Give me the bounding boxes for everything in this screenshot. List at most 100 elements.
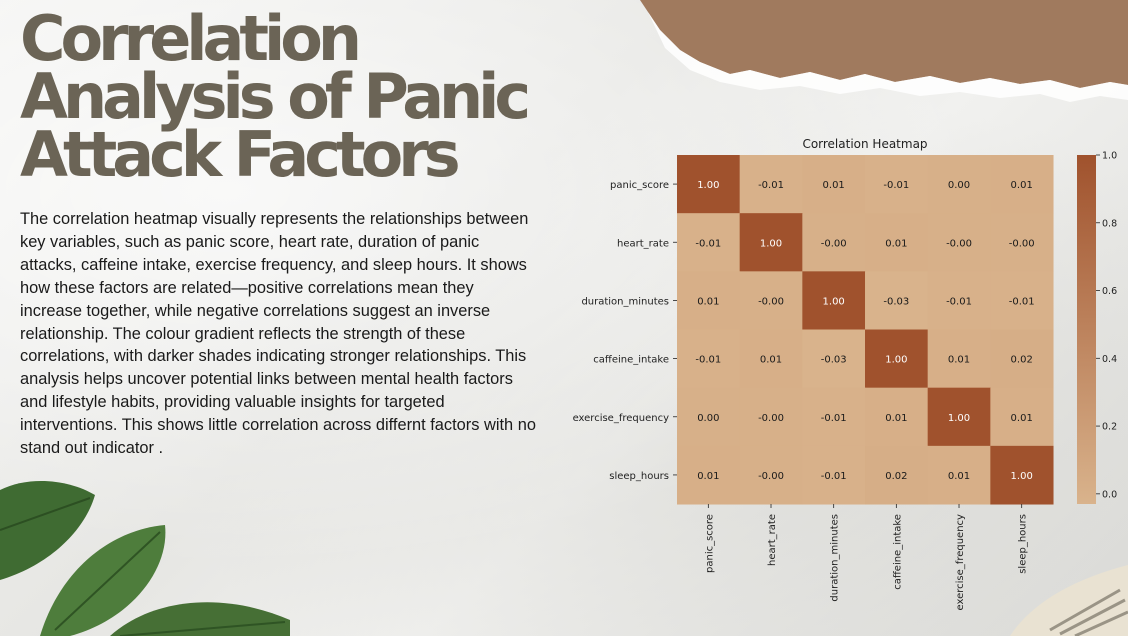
cell-value-label: 0.02 — [885, 471, 907, 482]
colorbar-tick-label: 1.0 — [1102, 151, 1117, 162]
column-label: exercise_frequency — [955, 514, 966, 611]
heatmap-cell — [865, 155, 929, 214]
column-label: panic_score — [704, 514, 715, 573]
cell-value-label: -0.01 — [821, 471, 847, 482]
cell-value-label: 1.00 — [948, 413, 970, 424]
cell-value-label: -0.01 — [695, 355, 721, 366]
row-label: duration_minutes — [581, 296, 669, 307]
heatmap-cell — [990, 445, 1054, 505]
heatmap-cell — [802, 213, 866, 272]
column-label: caffeine_intake — [892, 514, 903, 590]
heatmap-cell — [927, 387, 991, 447]
heatmap-cell — [739, 213, 803, 272]
heatmap-cell — [865, 387, 929, 447]
cell-value-label: 0.01 — [697, 296, 719, 307]
colorbar-tick-label: 0.6 — [1102, 286, 1117, 297]
heatmap-cell — [739, 155, 803, 214]
cell-value-label: -0.01 — [1009, 296, 1035, 307]
decorative-leaves — [0, 480, 290, 636]
cell-value-label: 0.01 — [885, 238, 907, 249]
heatmap-cell — [990, 271, 1054, 331]
heatmap-cell — [802, 445, 866, 505]
heatmap-cell — [677, 271, 741, 331]
torn-brown-paper — [640, 0, 1128, 102]
cell-value-label: -0.00 — [758, 296, 784, 307]
row-label: exercise_frequency — [573, 413, 670, 424]
cell-value-label: -0.01 — [946, 296, 972, 307]
heatmap-cell — [739, 387, 803, 447]
newspaper-scrap — [1010, 565, 1128, 636]
column-label: heart_rate — [767, 514, 778, 566]
cell-value-label: -0.01 — [695, 238, 721, 249]
cell-value-label: -0.03 — [883, 296, 909, 307]
heatmap-cell — [865, 271, 929, 331]
heatmap-cell — [927, 445, 991, 505]
slide-title: Correlation Analysis of Panic Attack Fac… — [20, 2, 531, 191]
cell-value-label: 0.01 — [697, 471, 719, 482]
cell-value-label: 0.01 — [885, 413, 907, 424]
slide-body-text: The correlation heatmap visually represe… — [20, 210, 536, 458]
heatmap-cell — [990, 213, 1054, 272]
heatmap-cell — [927, 155, 991, 214]
row-label: caffeine_intake — [593, 355, 669, 366]
cell-value-label: 0.01 — [948, 471, 970, 482]
column-label: sleep_hours — [1018, 514, 1029, 574]
heatmap-cell — [677, 387, 741, 447]
heatmap-cell — [802, 387, 866, 447]
cell-value-label: -0.00 — [758, 471, 784, 482]
cell-value-label: 1.00 — [697, 180, 719, 191]
column-label: duration_minutes — [830, 514, 841, 602]
cell-value-label: -0.00 — [946, 238, 972, 249]
cell-value-label: 0.00 — [697, 413, 719, 424]
cell-value-label: -0.03 — [821, 355, 847, 366]
heatmap-cell — [802, 329, 866, 389]
row-label: sleep_hours — [609, 471, 669, 482]
colorbar: 0.0 0.2 0.4 0.6 0.8 1.0 — [1077, 151, 1117, 504]
colorbar-tick-label: 0.8 — [1102, 218, 1117, 229]
cell-value-label: 0.02 — [1011, 355, 1033, 366]
row-label: panic_score — [610, 180, 669, 191]
colorbar-tick-label: 0.4 — [1102, 354, 1117, 365]
heatmap-cell — [677, 213, 741, 272]
heatmap-cell — [865, 213, 929, 272]
heatmap-cell — [802, 155, 866, 214]
heatmap-cell — [990, 155, 1054, 214]
colorbar-gradient — [1077, 155, 1096, 504]
heatmap-cell — [677, 329, 741, 389]
cell-value-label: 1.00 — [760, 238, 782, 249]
cell-value-label: 0.01 — [1011, 180, 1033, 191]
heatmap-cells: 1.00 -0.01 0.01 -0.01 0.00 0.01 -0.01 1.00 -0.00… — [677, 155, 1054, 505]
cell-value-label: 0.01 — [760, 355, 782, 366]
cell-value-label: -0.01 — [758, 180, 784, 191]
cell-value-label: -0.00 — [1009, 238, 1035, 249]
chart-title: Correlation Heatmap — [802, 137, 927, 151]
heatmap-cell — [677, 445, 741, 505]
colorbar-tick-label: 0.2 — [1102, 422, 1117, 433]
heatmap-cell — [739, 271, 803, 331]
heatmap-cell — [927, 213, 991, 272]
heatmap-cell — [927, 271, 991, 331]
heatmap-cell — [802, 271, 866, 331]
heatmap-cell — [990, 387, 1054, 447]
cell-value-label: -0.01 — [883, 180, 909, 191]
heatmap-cell — [739, 329, 803, 389]
cell-value-label: 1.00 — [823, 296, 845, 307]
cell-value-label: 1.00 — [1011, 471, 1033, 482]
cell-value-label: -0.01 — [821, 413, 847, 424]
heatmap-cell — [739, 445, 803, 505]
row-label: heart_rate — [617, 238, 669, 249]
colorbar-tick-label: 0.0 — [1102, 489, 1117, 500]
cell-value-label: 1.00 — [885, 355, 907, 366]
cell-value-label: 0.00 — [948, 180, 970, 191]
heatmap-cell — [865, 445, 929, 505]
heatmap-cell — [990, 329, 1054, 389]
column-labels: panic_score heart_rate duration_minutes caf… — [704, 504, 1029, 611]
heatmap-cell — [927, 329, 991, 389]
heatmap-cell — [677, 155, 741, 214]
cell-value-label: 0.01 — [1011, 413, 1033, 424]
heatmap-cell — [865, 329, 929, 389]
cell-value-label: 0.01 — [823, 180, 845, 191]
cell-value-label: -0.00 — [758, 413, 784, 424]
cell-value-label: 0.01 — [948, 355, 970, 366]
